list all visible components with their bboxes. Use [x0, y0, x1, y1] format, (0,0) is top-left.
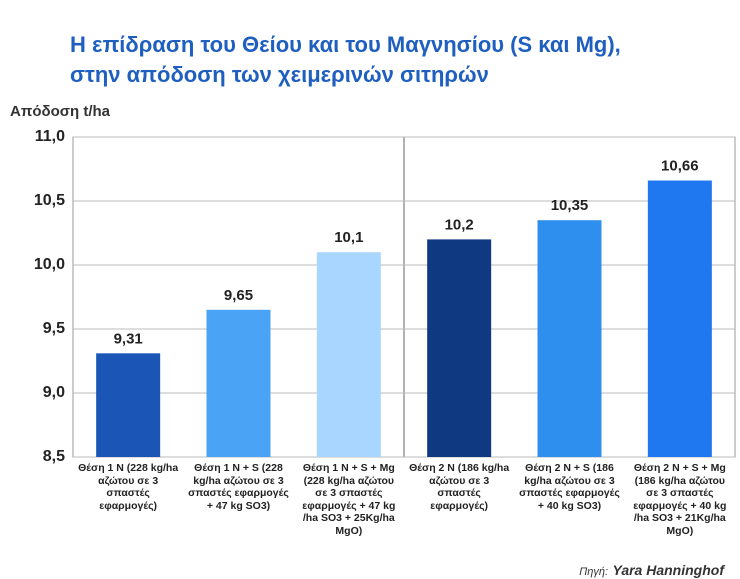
x-tick-label: Θέση 2 N + S (186 kg/ha αζώτου σε 3 σπασ… — [519, 462, 620, 512]
y-tick-label: 9,5 — [43, 320, 65, 337]
y-axis-label: Απόδοση t/ha — [10, 103, 111, 120]
source-label: Πηγή: — [579, 566, 609, 578]
x-tick-label: Θέση 1 N (228 kg/ha αζώτου σε 3 σπαστές … — [78, 462, 179, 512]
y-tick-label: 8,5 — [43, 448, 65, 465]
bar — [647, 180, 712, 457]
y-tick-label: 9,0 — [43, 384, 65, 401]
y-tick-label: 10,5 — [34, 192, 65, 209]
value-label: 10,35 — [551, 197, 589, 214]
bar — [316, 252, 381, 457]
chart-title: Η επίδραση του Θείου και του Μαγνησίου (… — [70, 32, 621, 57]
bar — [96, 353, 161, 457]
chart-title: στην απόδοση των χειμερινών σιτηρών — [70, 62, 489, 87]
x-tick-label: Θέση 1 N + S (228 kg/ha αζώτου σε 3 σπασ… — [188, 462, 289, 512]
source: Πηγή: Yara Hanninghof — [579, 562, 724, 579]
value-label: 9,31 — [114, 330, 143, 347]
y-tick-label: 10,0 — [34, 256, 65, 273]
x-tick-label: Θέση 2 N + S + Mg (186 kg/ha αζώτου σε 3… — [633, 462, 727, 537]
value-label: 10,1 — [334, 229, 363, 246]
bar — [537, 220, 602, 457]
bar — [427, 239, 492, 457]
value-label: 10,66 — [661, 157, 699, 174]
x-tick-label: Θέση 2 N (186 kg/ha αζώτου σε 3 σπαστές … — [409, 462, 510, 512]
value-label: 10,2 — [445, 216, 474, 233]
x-tick-label: Θέση 1 N + S + Mg (228 kg/ha αζώτου σε 3… — [302, 462, 396, 537]
y-tick-label: 11,0 — [35, 128, 65, 145]
bar — [206, 309, 271, 457]
source-name: Yara Hanninghof — [612, 562, 725, 578]
value-label: 9,65 — [224, 287, 253, 304]
